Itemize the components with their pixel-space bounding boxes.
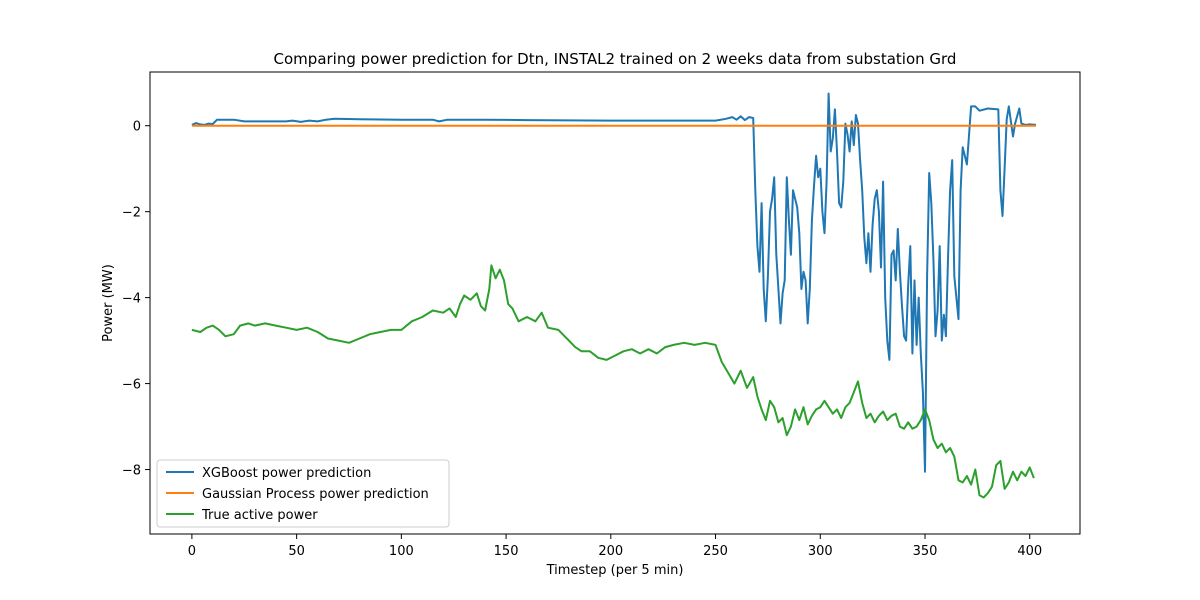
x-axis-label: Timestep (per 5 min) bbox=[546, 563, 684, 578]
y-tick-label: 0 bbox=[133, 120, 141, 135]
series-line-true-active-power bbox=[191, 264, 1035, 499]
x-tick-label: 250 bbox=[703, 544, 728, 559]
x-tick-label: 350 bbox=[913, 544, 938, 559]
chart-title: Comparing power prediction for Dtn, INST… bbox=[274, 50, 957, 68]
x-tick-label: 150 bbox=[494, 544, 519, 559]
plot-series bbox=[191, 92, 1037, 499]
legend-box bbox=[156, 459, 450, 528]
y-axis-label: Power (MW) bbox=[101, 264, 116, 342]
x-tick-label: 50 bbox=[288, 544, 305, 559]
y-tick-label: −8 bbox=[122, 464, 141, 479]
y-tick-label: −2 bbox=[122, 206, 141, 221]
legend: XGBoost power prediction Gaussian Proces… bbox=[156, 459, 450, 528]
x-tick-label: 0 bbox=[188, 544, 196, 559]
series-line-xgboost-power-prediction bbox=[191, 92, 1037, 473]
y-axis-ticks: 0 −2 −4 −6 −8 bbox=[122, 120, 150, 479]
x-tick-label: 100 bbox=[389, 544, 414, 559]
y-tick-label: −6 bbox=[122, 378, 141, 393]
x-tick-label: 400 bbox=[1017, 544, 1042, 559]
legend-label-true-active-power: True active power bbox=[201, 508, 318, 523]
legend-label-xgboost: XGBoost power prediction bbox=[202, 466, 371, 481]
x-tick-label: 300 bbox=[808, 544, 833, 559]
y-tick-label: −4 bbox=[122, 292, 141, 307]
x-axis-ticks: 0 50 100 150 200 250 300 350 400 bbox=[188, 534, 1042, 559]
legend-label-gaussian-process: Gaussian Process power prediction bbox=[202, 487, 429, 502]
x-tick-label: 200 bbox=[598, 544, 623, 559]
plot-frame bbox=[149, 71, 1081, 535]
